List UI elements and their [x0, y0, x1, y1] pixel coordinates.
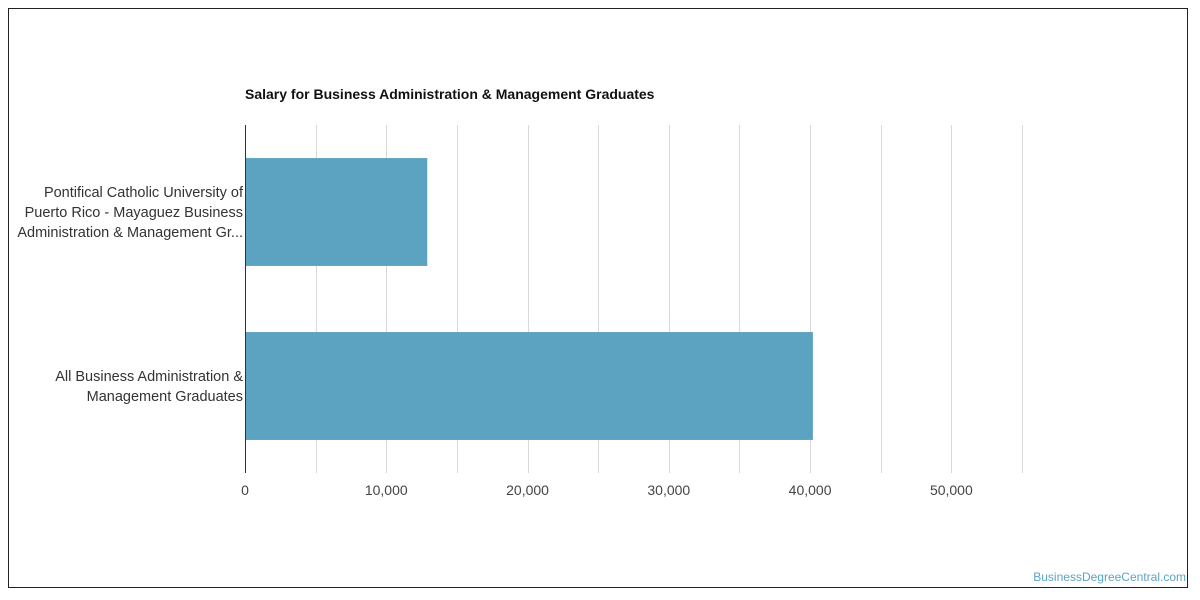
bars	[245, 158, 813, 440]
category-label: Administration & Management Gr...	[17, 225, 243, 241]
x-tick-label: 40,000	[789, 482, 832, 498]
chart-title: Salary for Business Administration & Man…	[245, 86, 655, 102]
category-label: Management Graduates	[87, 389, 243, 405]
category-label: Puerto Rico - Mayaguez Business	[25, 205, 243, 221]
category-label: All Business Administration &	[55, 369, 243, 385]
x-tick-label: 20,000	[506, 482, 549, 498]
watermark: BusinessDegreeCentral.com	[1033, 570, 1186, 584]
bar-0	[245, 158, 428, 266]
x-axis-ticks: 0 10,000 20,000 30,000 40,000 50,000	[241, 482, 973, 498]
x-tick-label: 0	[241, 482, 249, 498]
x-tick-label: 30,000	[647, 482, 690, 498]
category-labels: Pontifical Catholic University of Puerto …	[17, 185, 244, 405]
x-tick-label: 10,000	[365, 482, 408, 498]
x-tick-label: 50,000	[930, 482, 973, 498]
category-label: Pontifical Catholic University of	[44, 185, 244, 201]
bar-1	[245, 332, 813, 440]
